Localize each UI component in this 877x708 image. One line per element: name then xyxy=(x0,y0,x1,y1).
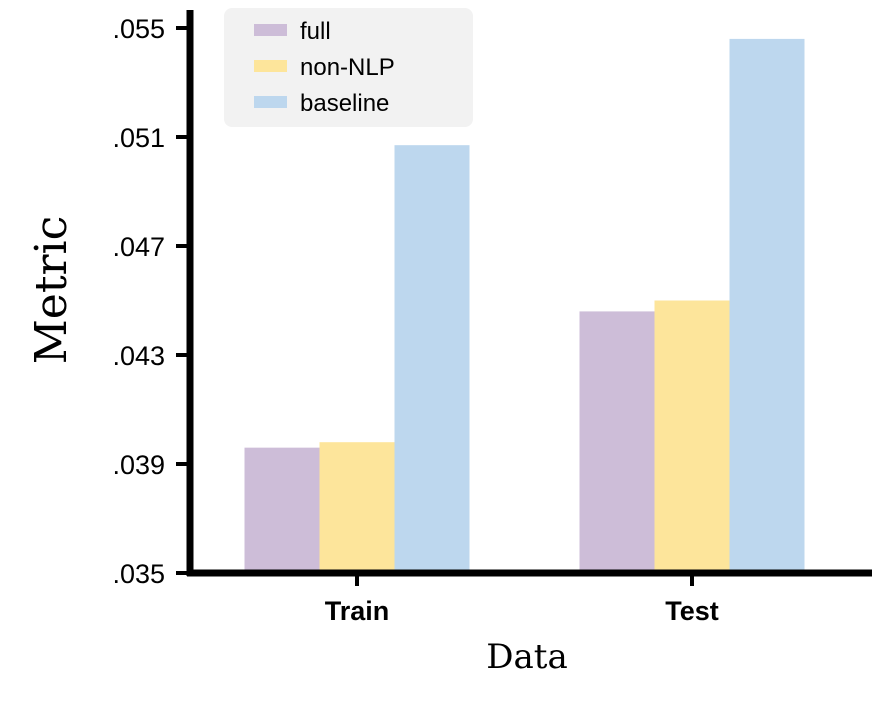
axes-group xyxy=(186,10,872,577)
bar-non-nlp-test xyxy=(654,300,730,573)
legend-entry: non-NLP xyxy=(300,54,395,81)
legend-swatch xyxy=(254,96,287,108)
y-tick-label: .051 xyxy=(112,123,165,153)
x-tick-label: Test xyxy=(665,596,719,626)
y-tick-label: .047 xyxy=(112,232,165,262)
bars-group xyxy=(244,38,805,574)
y-ticks-group: .035 .039 .043 .047 .051 .055 xyxy=(112,14,190,589)
y-tick-label: .055 xyxy=(112,14,165,44)
x-axis-label: Data xyxy=(486,637,567,677)
x-tick-label: Train xyxy=(325,596,390,626)
x-ticks-group: Train Test xyxy=(325,573,719,626)
legend: full non-NLP baseline xyxy=(224,8,473,127)
y-tick-label: .043 xyxy=(112,341,165,371)
bar-baseline-test xyxy=(729,38,805,573)
bar-non-nlp-train xyxy=(319,442,395,573)
y-axis-label: Metric xyxy=(26,216,77,365)
legend-swatch xyxy=(254,60,287,72)
bar-baseline-train xyxy=(394,145,470,574)
legend-entry: full xyxy=(300,18,331,45)
bar-full-train xyxy=(244,447,320,573)
y-tick-label: .039 xyxy=(112,450,165,480)
y-tick-label: .035 xyxy=(112,559,165,589)
legend-swatch xyxy=(254,24,287,36)
legend-entry: baseline xyxy=(300,90,389,117)
bar-full-test xyxy=(579,311,655,573)
